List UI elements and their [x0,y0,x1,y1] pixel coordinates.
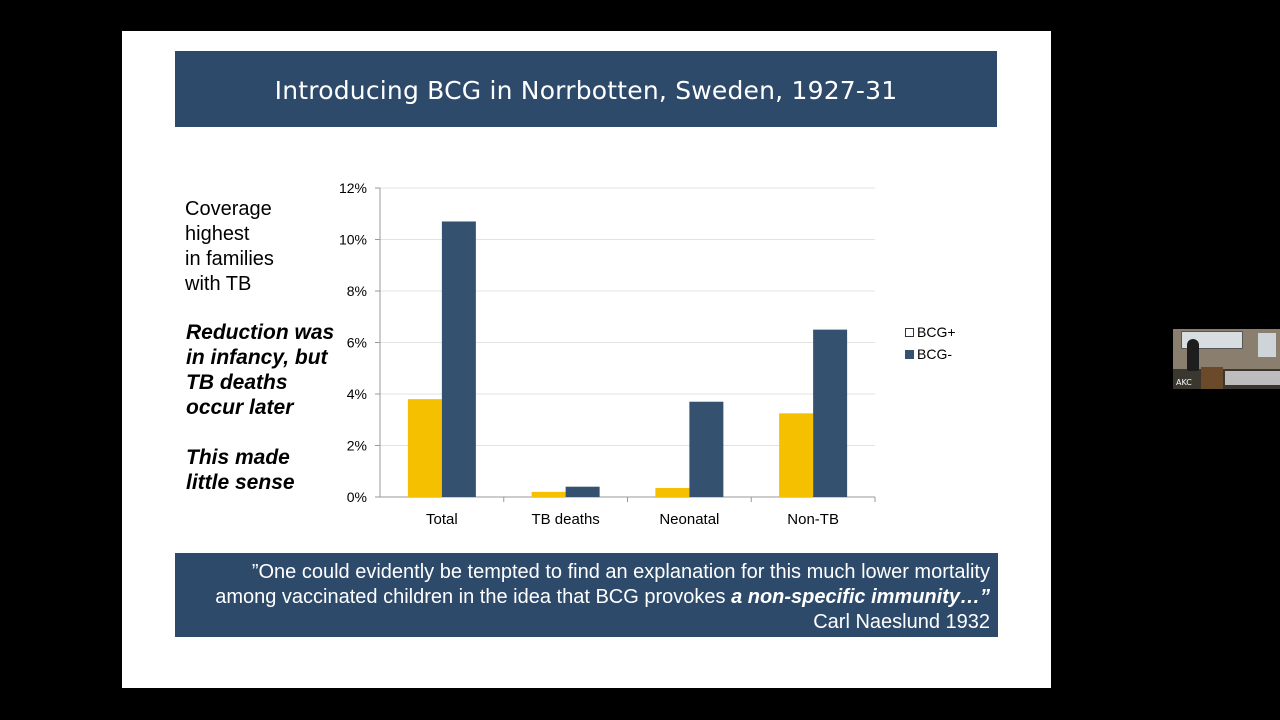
webcam-thumbnail[interactable]: AKC [1173,329,1280,389]
x-tick-label: Neonatal [659,511,719,528]
legend-swatch-bcg-minus [905,349,914,359]
bar-bcg-minus [689,401,724,497]
bar-bcg-plus [531,491,566,497]
x-tick-label: Total [426,511,458,528]
bar-bcg-minus [441,221,476,497]
y-tick-label: 2% [347,438,367,454]
quote-line-2: among vaccinated children in the idea th… [215,585,990,610]
quote-line-1: ”One could evidently be tempted to find … [251,561,990,583]
quote-attribution: Carl Naeslund 1932 [813,611,990,633]
webcam-podium [1201,367,1223,389]
coverage-note: Coverage highest in families with TB [185,197,274,297]
quote-emphasis: a non-specific immunity…” [731,586,990,608]
legend-label-bcg-minus: BCG- [917,346,952,362]
y-tick-label: 4% [347,386,367,402]
webcam-board-right [1258,333,1276,357]
y-tick-label: 0% [347,489,367,505]
x-tick-label: TB deaths [531,511,599,528]
chart-legend: BCG+ BCG- [905,321,956,365]
y-tick-label: 12% [339,180,367,196]
y-tick-label: 6% [347,335,367,351]
y-tick-label: 8% [347,283,367,299]
reduction-note-line: in infancy, but [186,346,328,369]
sense-note-line: This made [186,446,290,469]
bar-bcg-minus [813,329,848,497]
webcam-speaker [1187,339,1199,371]
coverage-note-line: with TB [185,273,252,295]
webcam-label: AKC [1176,378,1192,387]
legend-swatch-bcg-plus [905,327,914,337]
slide: Introducing BCG in Norrbotten, Sweden, 1… [122,31,1051,688]
legend-label-bcg-plus: BCG+ [917,324,956,340]
bar-chart: 0% 2% 4% 6% 8% 10% 12% Total TB deaths Neonatal No… [339,180,876,528]
reduction-note-line: Reduction was [186,321,335,344]
legend-item-bcg-minus: BCG- [905,343,956,365]
sense-note-line: little sense [186,471,295,494]
coverage-note-line: in families [185,248,274,270]
coverage-note-line: Coverage [185,198,272,220]
webcam-table [1225,371,1280,385]
quote-bar: ”One could evidently be tempted to find … [175,553,998,637]
quote-line-2-text: among vaccinated children in the idea th… [215,586,732,608]
sense-note: This made little sense [186,445,295,495]
quote: ”One could evidently be tempted to find … [215,560,990,635]
legend-item-bcg-plus: BCG+ [905,321,956,343]
bar-bcg-plus [779,413,814,497]
title-bar: Introducing BCG in Norrbotten, Sweden, 1… [175,51,997,127]
x-tick-label: Non-TB [787,511,839,528]
slide-title: Introducing BCG in Norrbotten, Sweden, 1… [274,76,898,105]
reduction-note: Reduction was in infancy, but TB deaths … [186,320,334,420]
bar-bcg-plus [655,487,690,497]
bar-bcg-plus [407,399,442,497]
reduction-note-line: occur later [186,396,294,419]
bar-bcg-minus [565,486,600,497]
y-tick-label: 10% [339,232,367,248]
reduction-note-line: TB deaths [186,371,288,394]
coverage-note-line: highest [185,223,250,245]
